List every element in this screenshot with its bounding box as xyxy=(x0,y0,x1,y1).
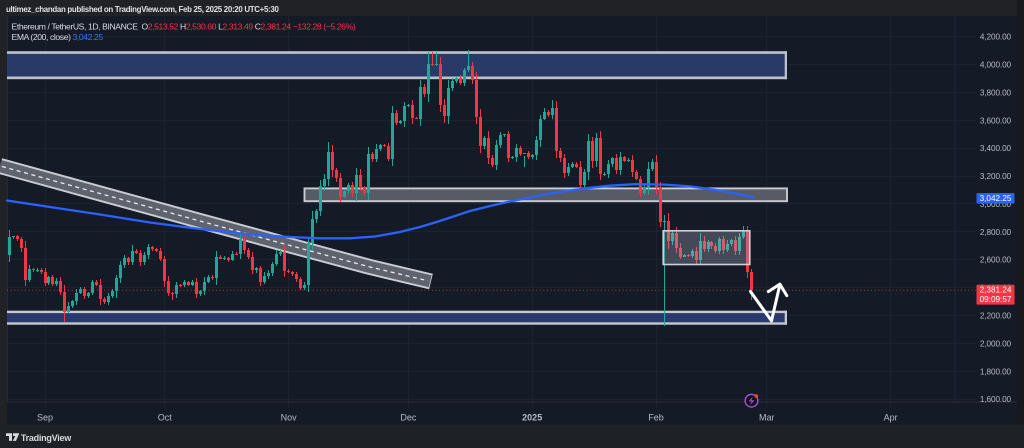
svg-text:3,042.25: 3,042.25 xyxy=(980,194,1012,203)
svg-text:3,600.00: 3,600.00 xyxy=(980,116,1012,125)
svg-text:2,600.00: 2,600.00 xyxy=(980,256,1012,265)
svg-text:Ethereum / TetherUS, 1D, BINAN: Ethereum / TetherUS, 1D, BINANCE O2,513.… xyxy=(12,21,356,31)
svg-text:TradingView: TradingView xyxy=(21,433,72,443)
svg-text:1,800.00: 1,800.00 xyxy=(980,367,1012,376)
svg-text:3,000.00: 3,000.00 xyxy=(980,200,1012,209)
svg-text:3,800.00: 3,800.00 xyxy=(980,89,1012,98)
svg-text:Nov: Nov xyxy=(281,412,298,422)
svg-text:2,381.24: 2,381.24 xyxy=(980,286,1012,295)
svg-text:ultimez_chandan published on T: ultimez_chandan published on TradingView… xyxy=(6,5,279,14)
svg-text:EMA (200, close) 3,042.25: EMA (200, close) 3,042.25 xyxy=(12,32,104,42)
svg-text:3,200.00: 3,200.00 xyxy=(980,172,1012,181)
svg-text:2,200.00: 2,200.00 xyxy=(980,312,1012,321)
svg-text:Mar: Mar xyxy=(759,412,775,422)
svg-text:Apr: Apr xyxy=(884,412,898,422)
svg-text:2,800.00: 2,800.00 xyxy=(980,228,1012,237)
svg-text:3,400.00: 3,400.00 xyxy=(980,144,1012,153)
svg-text:09:09:57: 09:09:57 xyxy=(980,295,1012,304)
svg-text:2,000.00: 2,000.00 xyxy=(980,339,1012,348)
svg-text:Dec: Dec xyxy=(400,412,417,422)
svg-text:4,200.00: 4,200.00 xyxy=(980,33,1012,42)
svg-text:1,600.00: 1,600.00 xyxy=(980,395,1012,404)
svg-text:Feb: Feb xyxy=(648,412,664,422)
svg-text:2025: 2025 xyxy=(522,412,542,422)
svg-text:Sep: Sep xyxy=(37,412,53,422)
svg-text:Oct: Oct xyxy=(158,412,173,422)
svg-text:4,000.00: 4,000.00 xyxy=(980,61,1012,70)
